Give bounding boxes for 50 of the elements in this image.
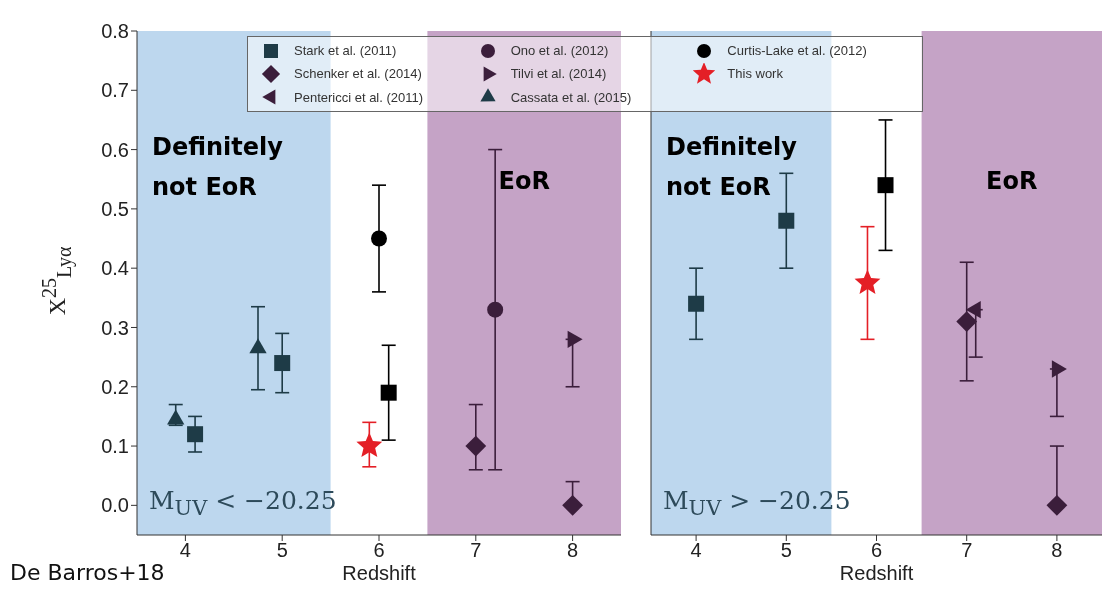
y-tick-label: 0.3 — [101, 316, 129, 339]
point — [1046, 494, 1068, 516]
point — [956, 311, 978, 332]
band-label: EoR — [498, 167, 550, 195]
annotation: M$_{UV}$ < −20.25 — [149, 486, 337, 520]
band-label: Definitely not EoR — [152, 133, 284, 201]
x-tick-label: 8 — [1051, 539, 1063, 562]
point — [356, 432, 383, 458]
point — [465, 435, 487, 457]
y-tick-label: 0.0 — [101, 494, 129, 517]
legend-label: Ono et al. (2012) — [510, 43, 609, 59]
point — [187, 426, 204, 443]
point — [371, 230, 387, 247]
y-tick-label: 0.2 — [101, 375, 129, 398]
legend-label: This work — [727, 66, 783, 82]
legend-label: Curtis-Lake et al. (2012) — [727, 43, 867, 59]
point — [562, 494, 583, 516]
point — [274, 355, 291, 372]
point — [854, 269, 881, 294]
x-axis-title: Redshift — [342, 562, 417, 584]
legend-label: Stark et al. (2011) — [294, 43, 397, 59]
x-tick-label: 8 — [567, 539, 579, 562]
legend-label: Schenker et al. (2014) — [294, 66, 422, 82]
band-label: Definitely not EoR — [666, 133, 798, 201]
x-tick-label: 6 — [373, 539, 385, 562]
text: De Barros+18 — [10, 560, 165, 585]
x-tick-label: 7 — [961, 539, 973, 562]
y-tick-label: 0.8 — [101, 20, 129, 43]
point — [487, 301, 504, 318]
x-tick-label: 4 — [179, 539, 191, 562]
point — [778, 212, 795, 229]
band-label: EoR — [986, 167, 1038, 195]
x-tick-label: 5 — [276, 539, 288, 562]
y-tick-label: 0.7 — [101, 79, 129, 102]
x-axis-title: Redshift — [839, 562, 914, 584]
point — [688, 295, 705, 312]
point — [877, 177, 894, 194]
y-tick-label: 0.5 — [101, 197, 129, 220]
y-tick-label: 0.1 — [101, 435, 129, 458]
y-tick-label: 0.6 — [101, 138, 129, 161]
point — [1051, 360, 1067, 378]
x-tick-label: 6 — [870, 539, 883, 562]
legend-label: Pentericci et al. (2011) — [294, 89, 424, 105]
x-tick-label: 5 — [780, 539, 792, 562]
x-tick-label: 4 — [690, 539, 702, 562]
x-tick-label: 7 — [470, 539, 482, 562]
legend-label: Cassata et al. (2015) — [510, 89, 632, 105]
legend-label: Tilvi et al. (2014) — [510, 66, 607, 82]
y-tick-label: 0.4 — [101, 257, 129, 280]
annotation: M$_{UV}$ > −20.25 — [663, 486, 851, 520]
